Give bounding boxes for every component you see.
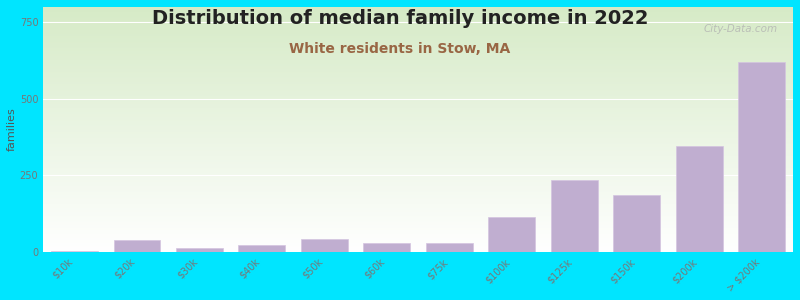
Bar <box>301 239 348 252</box>
Text: White residents in Stow, MA: White residents in Stow, MA <box>290 42 510 56</box>
Bar <box>489 217 535 252</box>
Bar <box>551 180 598 252</box>
Bar <box>614 195 660 252</box>
Bar <box>426 243 473 252</box>
Y-axis label: families: families <box>7 107 17 151</box>
Text: Distribution of median family income in 2022: Distribution of median family income in … <box>152 9 648 28</box>
Bar <box>738 62 786 252</box>
Bar <box>51 251 98 252</box>
Bar <box>676 146 722 252</box>
Bar <box>363 243 410 252</box>
Bar <box>238 245 286 252</box>
Bar <box>176 248 223 252</box>
Bar <box>114 239 160 252</box>
Text: City-Data.com: City-Data.com <box>704 24 778 34</box>
